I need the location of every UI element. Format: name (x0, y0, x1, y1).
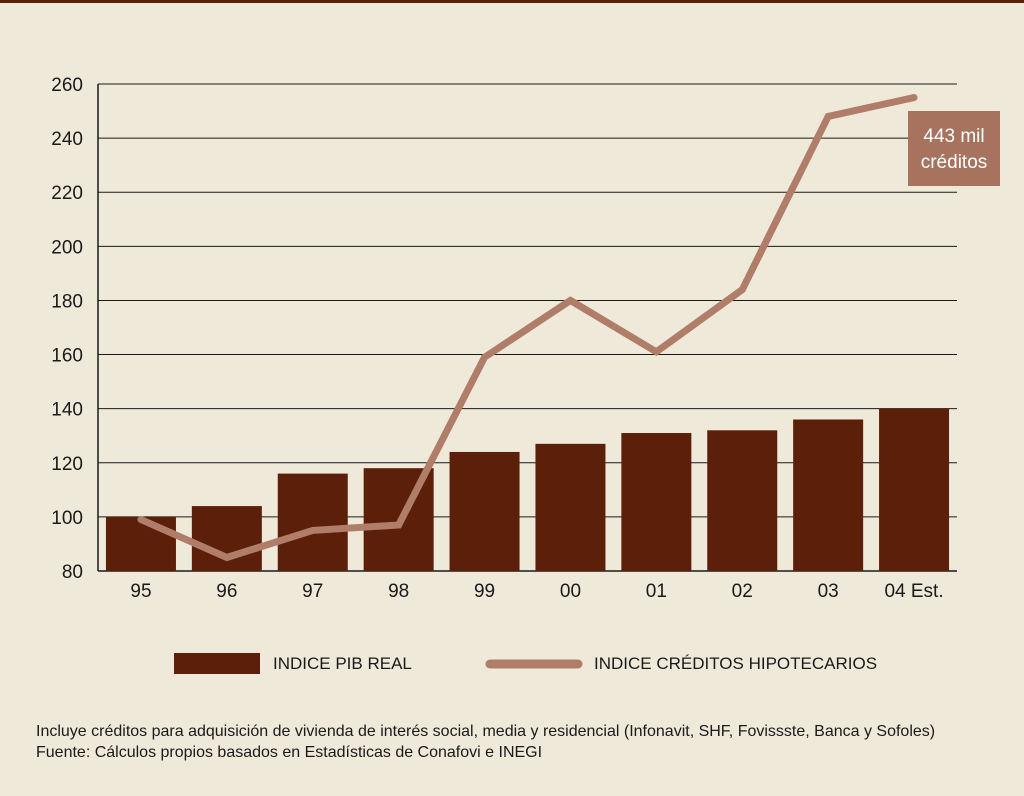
y-tick-label: 220 (51, 183, 83, 204)
x-tick-label: 95 (130, 581, 151, 602)
callout-line-2: créditos (921, 152, 988, 173)
callout-box (908, 111, 1000, 186)
y-tick-label: 80 (62, 562, 83, 583)
bar-03 (793, 419, 864, 571)
y-tick-labels: 80 100 120 140 160 180 200 220 240 260 (51, 75, 83, 583)
x-tick-label: 03 (818, 581, 839, 602)
legend-swatch-bar (174, 653, 260, 674)
x-tick-label: 96 (216, 581, 237, 602)
y-tick-label: 180 (51, 291, 83, 312)
x-tick-label: 00 (560, 581, 581, 602)
top-rule (0, 0, 1024, 3)
chart: 80 100 120 140 160 180 200 220 240 260 95 96 97 98 99… (51, 75, 1000, 674)
legend-label-bar: INDICE PIB REAL (273, 654, 412, 673)
line-series (137, 94, 918, 562)
x-tick-label: 97 (302, 581, 323, 602)
y-tick-label: 260 (51, 75, 83, 96)
x-tick-label: 04 Est. (884, 581, 943, 602)
bar-97 (277, 473, 348, 571)
y-tick-label: 240 (51, 129, 83, 150)
line-creditos (137, 94, 918, 562)
y-tick-label: 140 (51, 400, 83, 421)
legend-label-line: INDICE CRÉDITOS HIPOTECARIOS (594, 654, 877, 673)
legend: INDICE PIB REAL INDICE CRÉDITOS HIPOTECA… (174, 653, 877, 674)
y-tick-label: 120 (51, 454, 83, 475)
y-tick-label: 200 (51, 237, 83, 258)
footnote-note: Incluye créditos para adquisición de viv… (36, 723, 936, 740)
annotation-callout: 443 mil créditos (908, 111, 1000, 186)
bar-04-Est- (879, 408, 950, 571)
x-tick-label: 98 (388, 581, 409, 602)
x-tick-label: 02 (732, 581, 753, 602)
x-tick-label: 99 (474, 581, 495, 602)
footnote-source: Fuente: Cálculos propios basados en Esta… (36, 744, 543, 761)
bar-series (105, 408, 950, 571)
bar-95 (105, 516, 176, 571)
y-tick-label: 160 (51, 346, 83, 367)
y-tick-label: 100 (51, 508, 83, 529)
bar-96 (191, 506, 262, 571)
bar-99 (449, 451, 520, 571)
callout-line-1: 443 mil (923, 126, 984, 147)
bar-00 (535, 443, 606, 571)
bar-01 (621, 433, 692, 571)
footnotes: Incluye créditos para adquisición de viv… (36, 721, 1016, 763)
x-tick-labels: 95 96 97 98 99 00 01 02 03 04 Est. (130, 581, 943, 602)
bar-02 (707, 430, 778, 571)
x-tick-label: 01 (646, 581, 667, 602)
